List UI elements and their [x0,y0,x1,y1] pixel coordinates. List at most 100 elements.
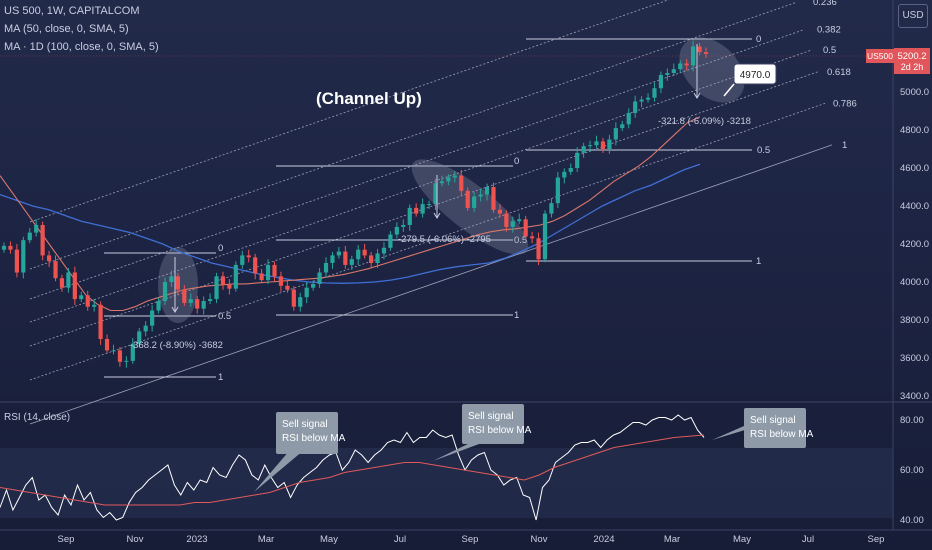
fib-channel-line [29,102,826,381]
rsi-ma-line [0,434,705,506]
candle-body [510,221,515,227]
candle-body [246,255,251,258]
candle-body [613,128,618,140]
time-tick-label: 2023 [186,534,207,545]
candle-body [40,225,45,256]
candle-body [407,207,412,225]
fib-channel-label: 0.5 [823,45,836,56]
candle-body [439,181,445,184]
fib-retracement-label: 1 [218,372,223,383]
candle-body [523,219,528,237]
price-tag-value: 5200.2 [897,51,926,62]
candle-body [34,225,39,233]
candle-body [259,273,264,281]
candle-body [401,225,406,227]
time-tick-label: Sep [58,534,75,545]
fib-retracement-label: 0.5 [757,145,770,156]
price-tag-ticker: US500 [867,51,893,61]
candle-body [317,272,322,284]
candle-body [555,177,560,204]
measure-label: -368.2 (-8.90%) -3682 [130,340,223,351]
fib-retracement-label: 0.5 [514,235,527,246]
fib-channel-label: 0.786 [833,98,857,109]
time-tick-label: Mar [664,534,680,545]
ma50-legend: MA (50, close, 0, SMA, 5) [4,23,129,35]
candle-body [697,46,702,53]
currency-button[interactable]: USD [898,4,928,28]
time-tick-label: May [320,534,338,545]
target-label: 4970.0 [740,70,771,81]
candle-body [21,240,26,273]
candle-body [272,264,277,277]
fib-retracement-label: 1 [756,256,761,267]
candle-body [446,177,451,182]
candle-body [330,255,335,263]
candle-body [117,350,123,362]
candle-body [92,304,97,307]
candle-body [291,289,296,307]
candle-body [220,276,226,285]
callout-line1: Sell signal [468,411,514,422]
candle-body [130,343,135,361]
time-tick-label: Nov [531,534,548,545]
rsi-tick-label: 40.00 [900,515,924,526]
candle-body [703,52,709,54]
candle-body [240,255,245,265]
candle-body [85,295,90,307]
candle-body [549,203,554,214]
price-tag-box [894,48,930,74]
price-tick-label: 5000.0 [900,87,929,98]
candle-body [182,289,187,303]
candle-body [517,219,522,222]
candle-body [356,249,361,260]
candle-body [195,299,200,309]
candle-body [343,251,348,265]
candle-body [8,245,13,250]
fib-channel-line [29,29,805,300]
candle-body [66,272,71,288]
candle-body [665,73,670,75]
candle-body [684,63,689,66]
fib-channel-label: 0.618 [827,67,851,78]
callout-line2: RSI below MA [750,429,814,440]
candle-body [304,287,309,298]
measure-label: -279.5 (-6.06%) -2795 [398,234,491,245]
candle-body [465,190,470,208]
candle-body [298,297,303,307]
candle-body [150,310,155,326]
callout-box [276,412,338,454]
fib-channel-line [29,49,812,323]
candle-body [72,272,77,300]
candle-body [594,141,599,146]
price-tick-label: 3600.0 [900,353,929,364]
candle-body [626,112,631,125]
time-tick-label: Sep [462,534,479,545]
target-pointer [723,83,735,97]
callout-line1: Sell signal [282,419,328,430]
candle-body [143,325,148,332]
candle-body [581,146,586,153]
rsi-title: RSI (14, close) [4,412,71,423]
candle-body [452,175,457,178]
rsi-line [0,414,705,521]
callout-pointer [254,450,304,492]
candle-body [265,264,271,281]
candle-body [459,175,464,191]
candle-body [79,295,84,300]
candle-body [311,283,316,288]
measure-arrow [693,92,701,99]
fib-retracement-label: 1 [514,310,519,321]
rsi-band [0,448,893,518]
price-tick-label: 4800.0 [900,125,929,136]
time-tick-label: Nov [127,534,144,545]
candle-body [472,196,477,208]
ma50-line [0,116,701,312]
candle-body [214,276,219,300]
fib-retracement-label: 0 [218,243,223,254]
time-tick-label: Jul [802,534,814,545]
candle-body [375,253,380,263]
time-tick-label: Mar [258,534,274,545]
price-tag-ticker-box [866,49,894,63]
candle-body [484,187,490,195]
candle-body [678,63,683,70]
